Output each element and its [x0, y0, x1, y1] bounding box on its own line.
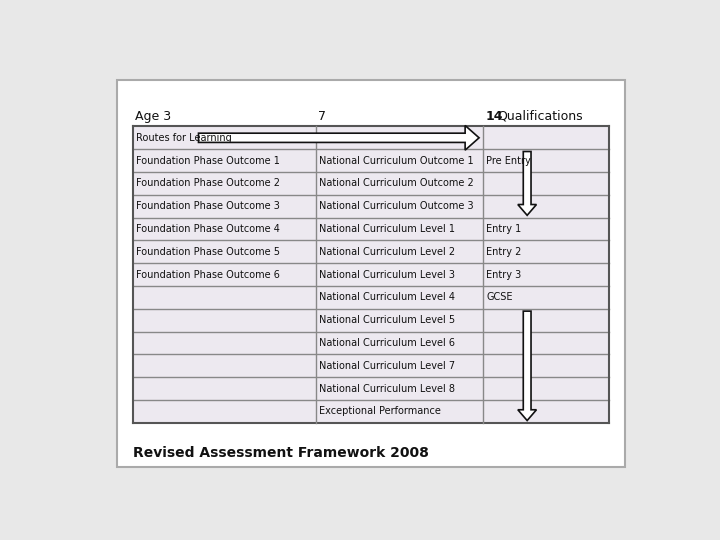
Text: Age 3: Age 3	[135, 110, 171, 123]
Text: Entry 3: Entry 3	[486, 269, 521, 280]
Text: National Curriculum Level 5: National Curriculum Level 5	[319, 315, 455, 325]
Text: National Curriculum Level 1: National Curriculum Level 1	[319, 224, 455, 234]
Text: Foundation Phase Outcome 5: Foundation Phase Outcome 5	[136, 247, 280, 257]
Text: Foundation Phase Outcome 4: Foundation Phase Outcome 4	[136, 224, 279, 234]
Text: National Curriculum Level 2: National Curriculum Level 2	[319, 247, 455, 257]
Polygon shape	[518, 152, 536, 215]
Text: Foundation Phase Outcome 1: Foundation Phase Outcome 1	[136, 156, 279, 166]
Text: National Curriculum Level 7: National Curriculum Level 7	[319, 361, 455, 371]
Text: Foundation Phase Outcome 3: Foundation Phase Outcome 3	[136, 201, 279, 211]
Text: Entry 2: Entry 2	[486, 247, 521, 257]
Text: 7: 7	[318, 110, 326, 123]
Text: National Curriculum Outcome 2: National Curriculum Outcome 2	[319, 178, 474, 188]
Text: Foundation Phase Outcome 6: Foundation Phase Outcome 6	[136, 269, 279, 280]
Bar	[132, 126, 609, 423]
Text: National Curriculum Level 3: National Curriculum Level 3	[319, 269, 455, 280]
Text: Foundation Phase Outcome 2: Foundation Phase Outcome 2	[136, 178, 280, 188]
Text: Pre Entry: Pre Entry	[486, 156, 531, 166]
Text: GCSE: GCSE	[486, 293, 513, 302]
Polygon shape	[199, 125, 479, 150]
Text: National Curriculum Level 6: National Curriculum Level 6	[319, 338, 455, 348]
Text: National Curriculum Outcome 1: National Curriculum Outcome 1	[319, 156, 474, 166]
Text: Exceptional Performance: Exceptional Performance	[319, 407, 441, 416]
Text: National Curriculum Level 4: National Curriculum Level 4	[319, 293, 455, 302]
Text: Revised Assessment Framework 2008: Revised Assessment Framework 2008	[132, 446, 428, 460]
Text: Routes for Learning: Routes for Learning	[136, 133, 231, 143]
Text: National Curriculum Outcome 3: National Curriculum Outcome 3	[319, 201, 474, 211]
Text: Entry 1: Entry 1	[486, 224, 521, 234]
Text: Qualifications: Qualifications	[497, 110, 582, 123]
Text: 14: 14	[485, 110, 503, 123]
Polygon shape	[518, 311, 536, 421]
Text: National Curriculum Level 8: National Curriculum Level 8	[319, 383, 455, 394]
